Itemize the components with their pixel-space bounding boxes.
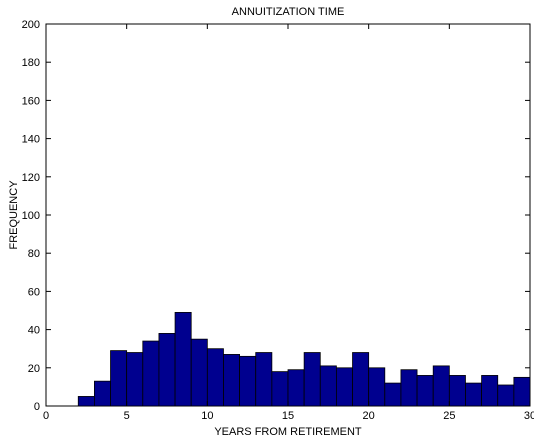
plot-area	[45, 23, 531, 407]
histogram-bar-18	[352, 352, 370, 407]
histogram-bar-20	[384, 382, 402, 407]
ticks-layer	[45, 23, 531, 407]
histogram-bar-10	[223, 354, 240, 407]
y-tick-label-7: 140	[22, 134, 40, 146]
histogram-bar-11	[239, 355, 257, 407]
histogram-bar-22	[416, 375, 434, 407]
histogram-bar-1	[77, 396, 95, 407]
y-tick-label-9: 180	[22, 57, 40, 69]
y-tick-label-4: 80	[28, 248, 40, 260]
x-axis-label: YEARS FROM RETIREMENT	[214, 426, 362, 438]
histogram-bar-13	[271, 371, 289, 407]
y-tick-label-2: 40	[28, 325, 40, 337]
chart-title: ANNUITIZATION TIME	[232, 6, 345, 18]
x-tick-label-2: 10	[201, 410, 213, 422]
y-tick-label-0: 0	[34, 401, 40, 413]
x-tick-label-6: 30	[524, 410, 534, 422]
histogram-bar-12	[255, 352, 273, 407]
y-tick-label-8: 160	[22, 95, 40, 107]
histogram-bar-16	[319, 365, 337, 407]
histogram-bar-25	[465, 382, 483, 407]
histogram-bar-2	[94, 380, 111, 407]
y-tick-label-5: 100	[22, 210, 40, 222]
histogram-bar-15	[303, 352, 321, 407]
x-tick-label-4: 20	[363, 410, 375, 422]
histogram-bar-19	[368, 367, 386, 407]
y-tick-label-10: 200	[22, 19, 40, 31]
y-tick-label-3: 60	[28, 286, 40, 298]
x-tick-label-0: 0	[43, 410, 49, 422]
histogram-bar-26	[481, 375, 499, 407]
histogram-bar-7	[174, 312, 192, 407]
histogram-bar-9	[206, 348, 224, 407]
y-tick-label-6: 120	[22, 172, 40, 184]
histogram-bar-27	[497, 384, 515, 407]
y-tick-label-1: 20	[28, 363, 40, 375]
histogram-bar-28	[513, 376, 531, 407]
labels-layer: 0 5 10 15 20 25 30 0 20 40 60 80 100 120 140 160 180 200 A…	[8, 6, 534, 438]
histogram-bar-6	[158, 333, 176, 407]
bars-layer	[77, 312, 531, 407]
histogram-bar-4	[126, 352, 144, 407]
y-axis-label: FREQUENCY	[8, 180, 20, 250]
x-tick-label-3: 15	[282, 410, 294, 422]
histogram-bar-8	[190, 338, 208, 407]
histogram-bar-5	[142, 340, 160, 407]
histogram-bar-17	[335, 367, 353, 407]
histogram-bar-23	[432, 365, 450, 407]
x-tick-label-5: 25	[443, 410, 455, 422]
plot-frame	[45, 23, 531, 407]
histogram-bar-21	[400, 369, 418, 407]
histogram-bar-3	[110, 350, 128, 407]
x-tick-label-1: 5	[124, 410, 130, 422]
histogram-bar-24	[448, 375, 466, 407]
histogram-bar-14	[287, 369, 305, 407]
